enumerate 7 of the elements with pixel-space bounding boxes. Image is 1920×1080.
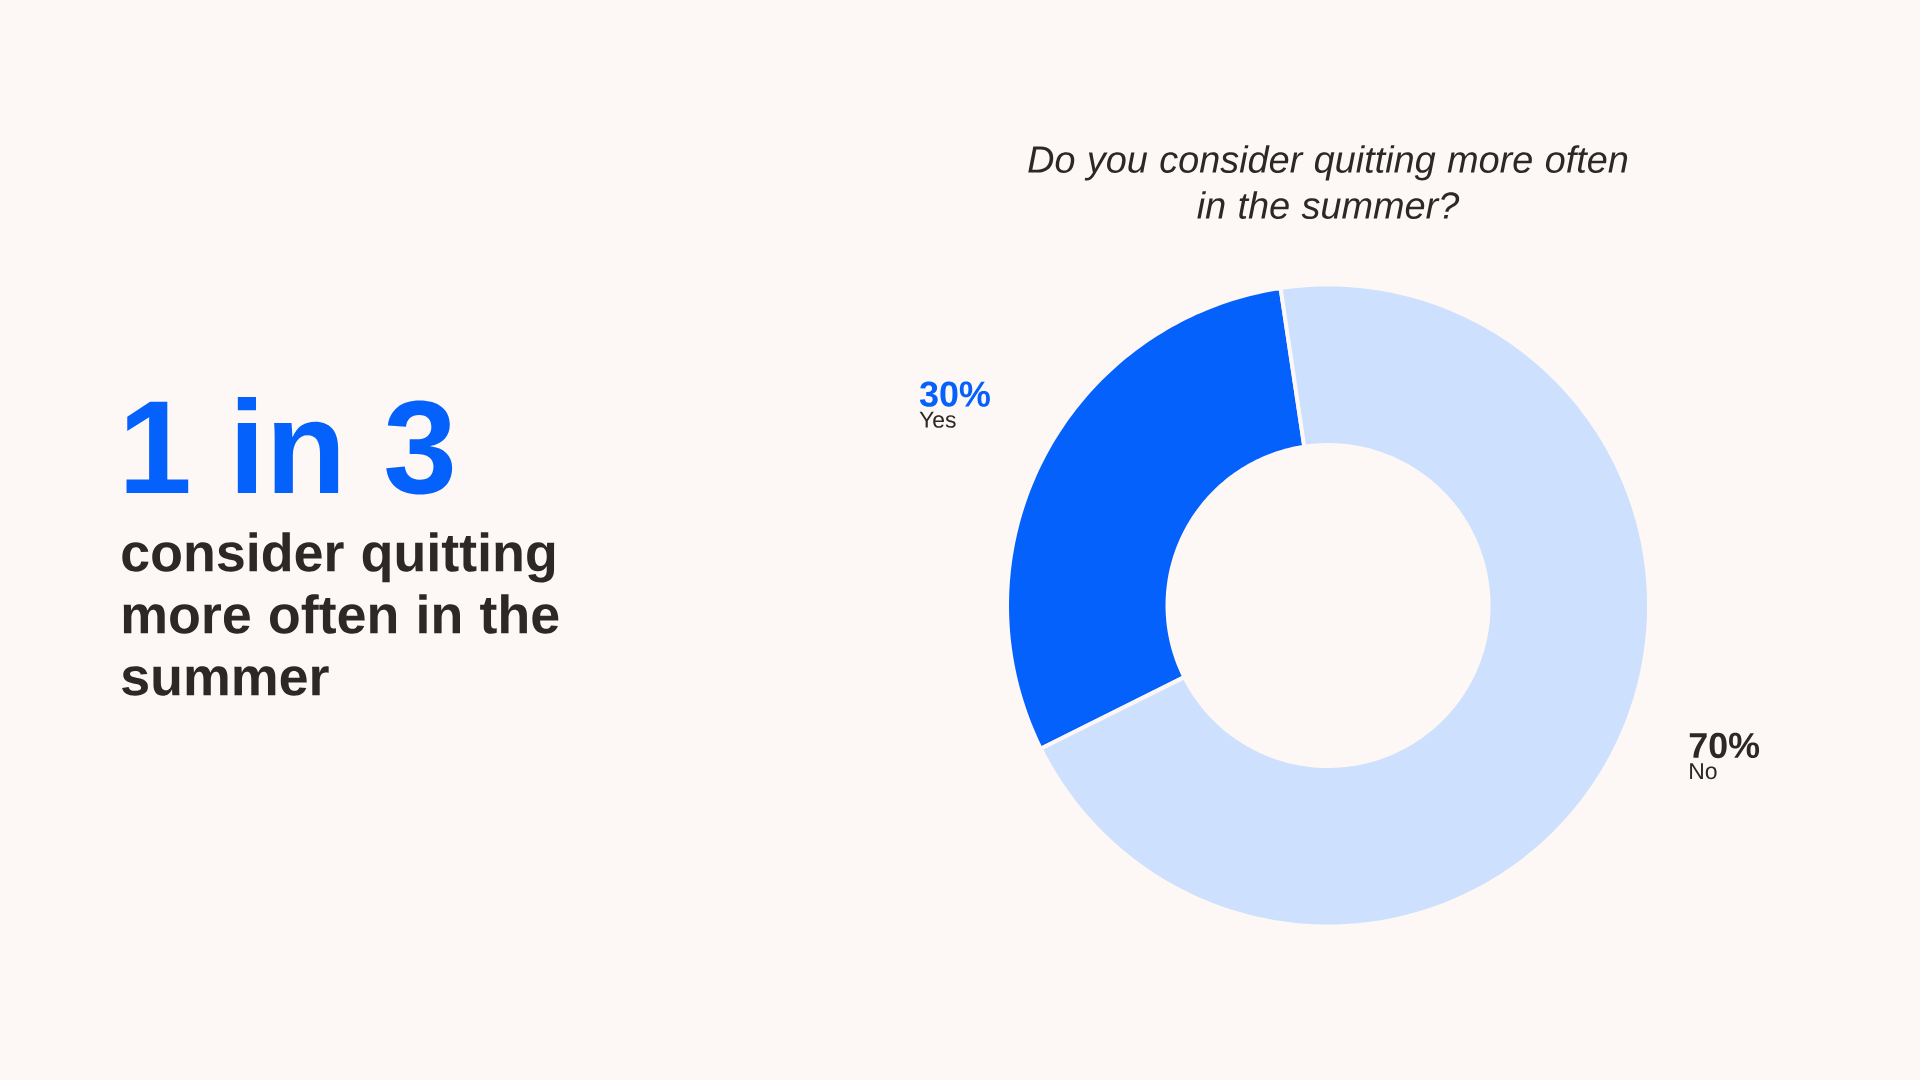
text: 1 in 3 (126, 396, 453, 495)
data-label: 70% (1689, 732, 1760, 759)
slice-label: No (1690, 763, 1717, 780)
chart-title: Do you consider quitting more often in the summer? (1028, 145, 1628, 219)
slice-label: Yes (919, 411, 956, 428)
data-label: 30% (919, 381, 990, 407)
text: consider quitting more often in the summer (122, 532, 559, 696)
